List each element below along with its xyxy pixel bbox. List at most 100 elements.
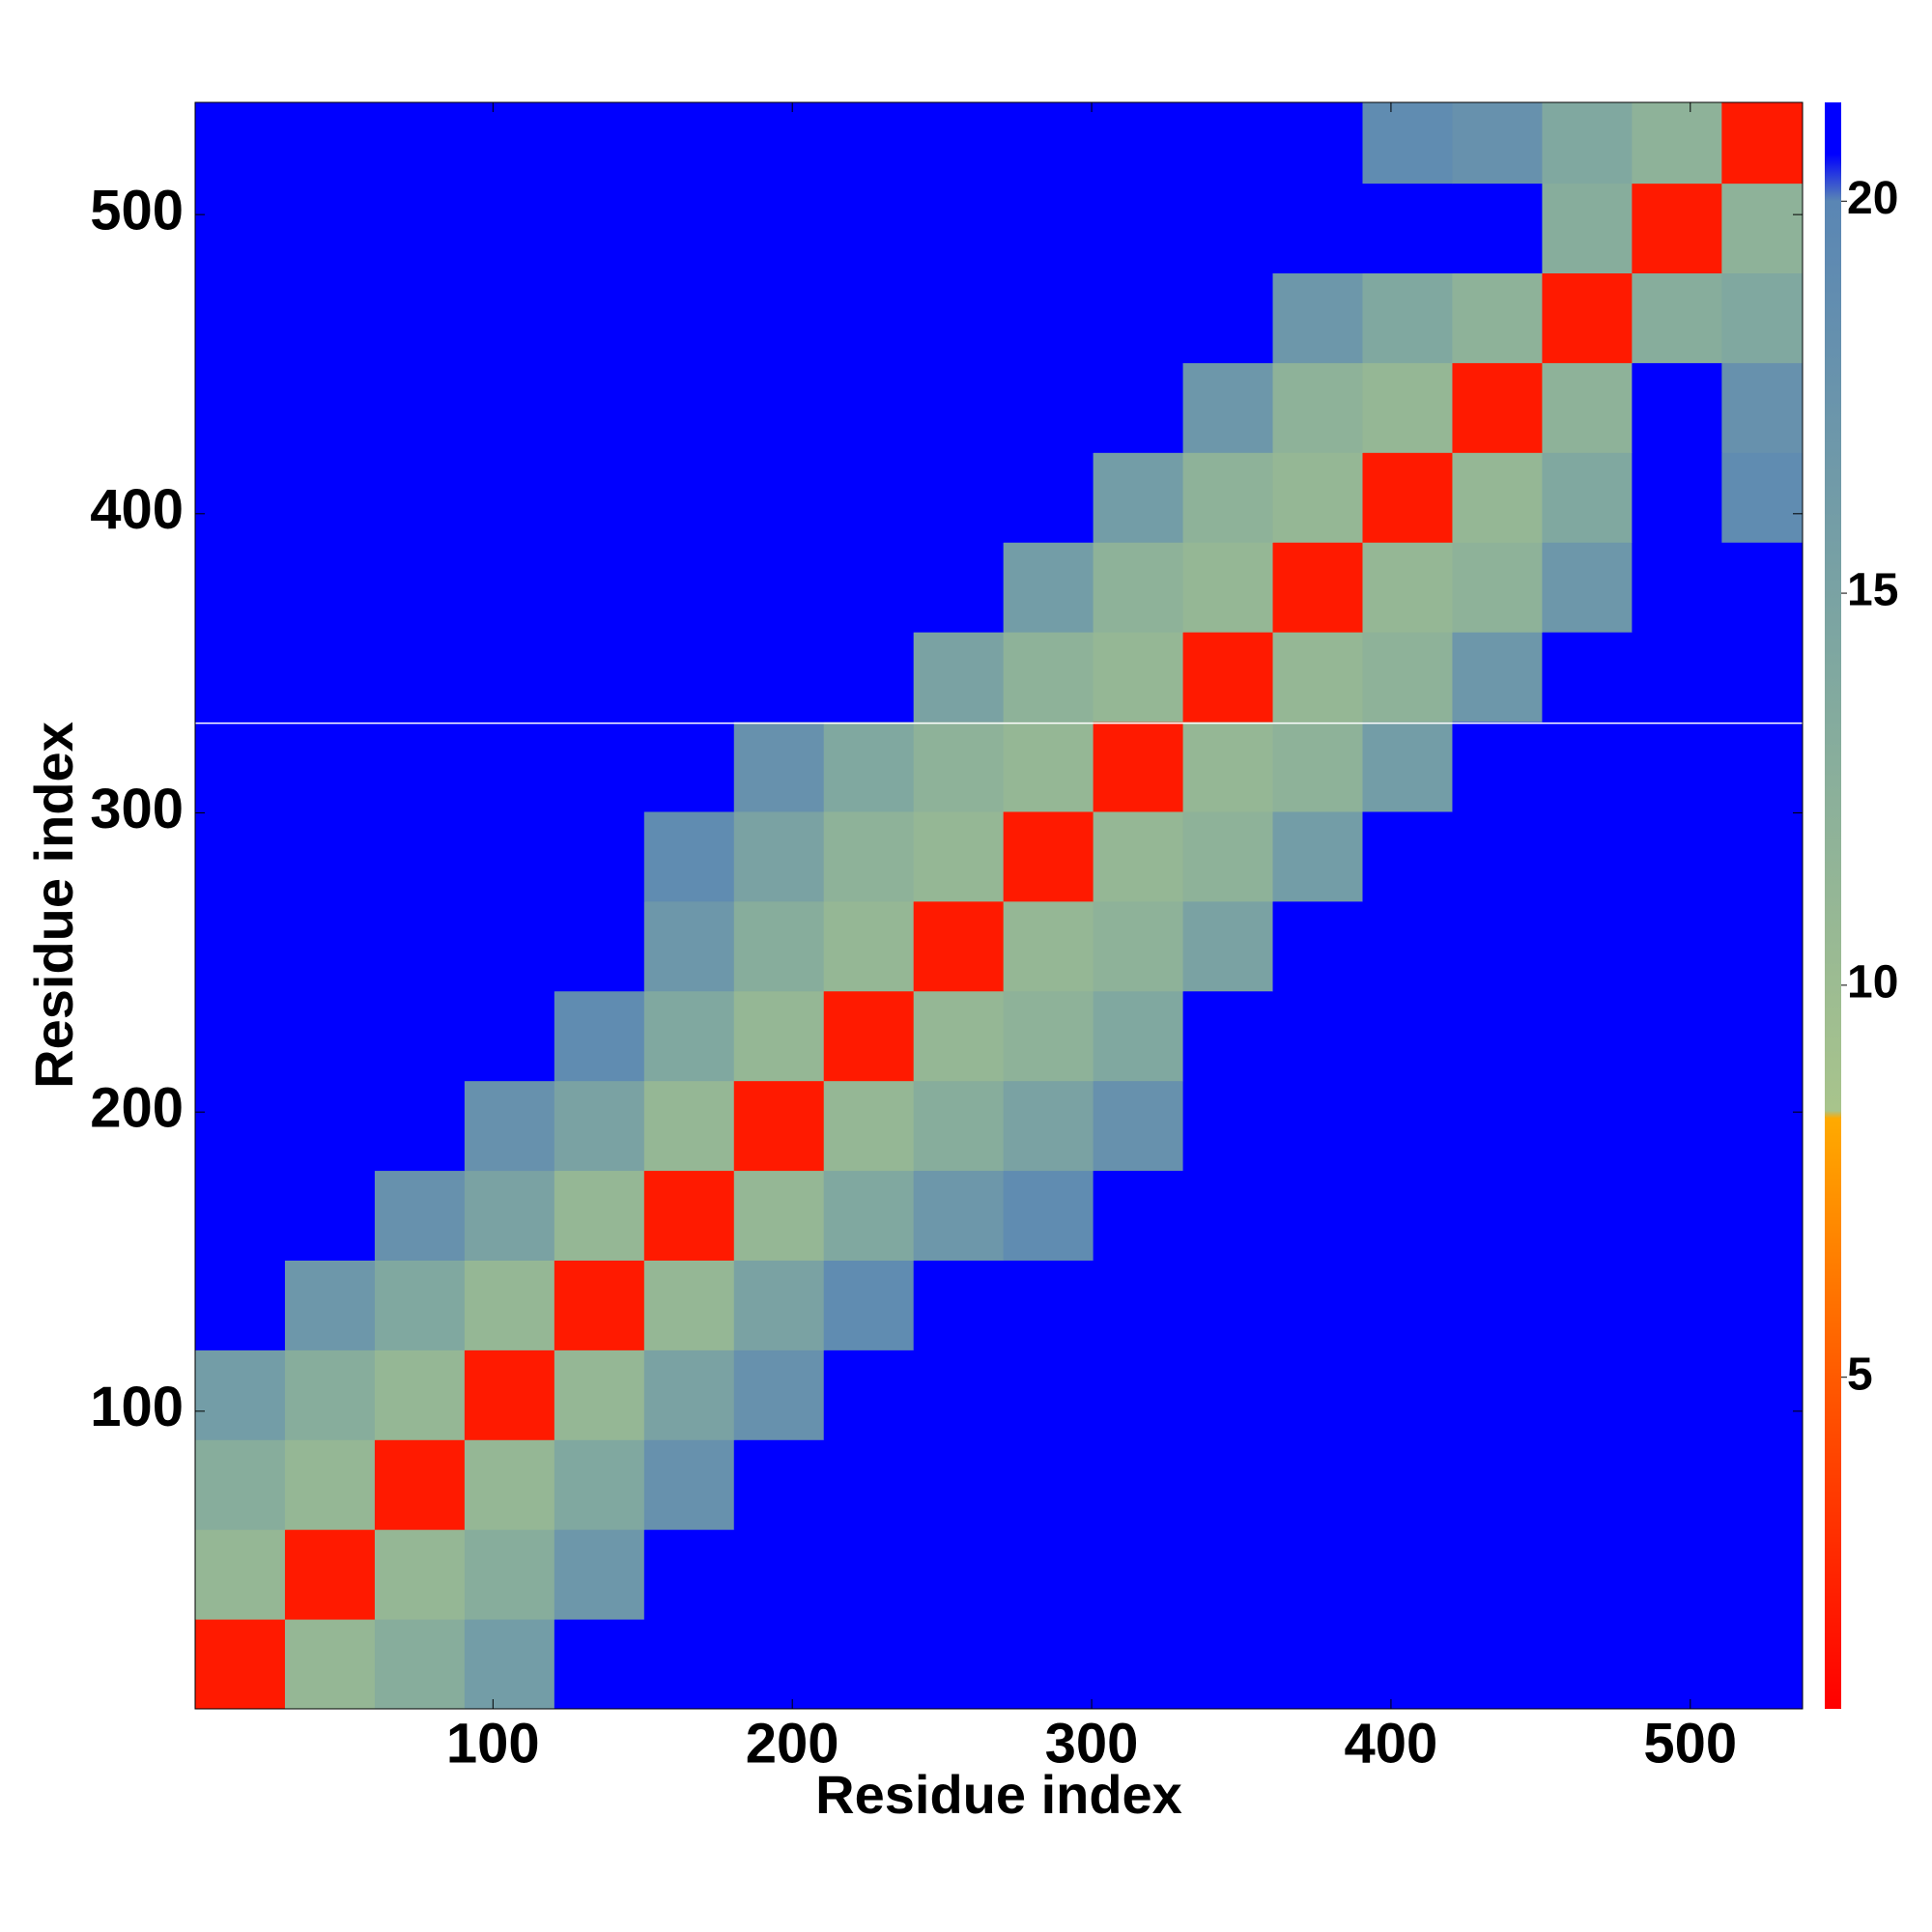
heatmap-cell: [733, 990, 825, 1082]
heatmap-cell: [1721, 1260, 1804, 1350]
heatmap-cell: [1542, 362, 1633, 453]
heatmap-cell: [284, 272, 376, 363]
heatmap-cell: [1452, 1350, 1543, 1440]
heatmap-cell: [554, 1260, 645, 1350]
heatmap-cell: [1182, 272, 1274, 363]
heatmap-cell: [195, 362, 286, 453]
heatmap-cell: [464, 632, 555, 723]
heatmap-cell: [374, 810, 466, 902]
x-tick-label: 400: [1345, 1712, 1438, 1775]
heatmap-cell: [823, 1080, 915, 1172]
heatmap-cell: [733, 362, 825, 453]
heatmap-cell: [1272, 632, 1363, 723]
heatmap-cell: [464, 810, 555, 902]
heatmap-cell: [464, 542, 555, 633]
heatmap-cell: [554, 102, 645, 185]
heatmap-cell: [1093, 1619, 1184, 1710]
heatmap-cell: [374, 272, 466, 363]
heatmap-cell: [554, 452, 645, 543]
heatmap-cell: [733, 452, 825, 543]
heatmap-cell: [1093, 1080, 1184, 1172]
heatmap-cell: [464, 362, 555, 453]
heatmap-cell: [913, 1170, 1005, 1261]
x-tick-label: 200: [746, 1712, 839, 1775]
heatmap-cell: [284, 900, 376, 992]
heatmap-cell: [554, 1619, 645, 1710]
heatmap-cell: [1003, 102, 1094, 185]
heatmap-cell: [1093, 1350, 1184, 1440]
heatmap-cell: [1362, 362, 1453, 453]
heatmap-cell: [1542, 1439, 1633, 1530]
heatmap-cell: [643, 722, 735, 812]
heatmap-cell: [195, 1619, 286, 1710]
heatmap-cell: [643, 183, 735, 274]
heatmap-cell: [1093, 542, 1184, 633]
heatmap-cell: [284, 1170, 376, 1261]
heatmap-cell: [1721, 102, 1804, 185]
heatmap-cell: [1182, 1260, 1274, 1350]
heatmap-cell: [1721, 1080, 1804, 1172]
heatmap-cell: [913, 542, 1005, 633]
heatmap-cell: [1003, 1529, 1094, 1620]
heatmap-cell: [823, 900, 915, 992]
heatmap-cell: [733, 722, 825, 812]
heatmap-cell: [1452, 900, 1543, 992]
heatmap-cell: [643, 632, 735, 723]
colorbar-tick-label: 15: [1847, 565, 1898, 616]
heatmap-cell: [1003, 990, 1094, 1082]
heatmap-cell: [1452, 1080, 1543, 1172]
heatmap-cell: [643, 810, 735, 902]
heatmap-cell: [1362, 272, 1453, 363]
heatmap-cell: [284, 362, 376, 453]
heatmap-cell: [643, 452, 735, 543]
heatmap-cell: [1272, 722, 1363, 812]
heatmap-cell: [1003, 542, 1094, 633]
heatmap-cell: [1632, 810, 1722, 902]
heatmap-cell: [1632, 1350, 1722, 1440]
heatmap-cell: [1003, 900, 1094, 992]
heatmap-cell: [913, 183, 1005, 274]
heatmap-cell: [1452, 1439, 1543, 1530]
heatmap-cell: [1182, 1439, 1274, 1530]
heatmap-cell: [1721, 272, 1804, 363]
heatmap-cell: [1272, 1439, 1363, 1530]
heatmap-cell: [284, 102, 376, 185]
heatmap-cell: [1003, 183, 1094, 274]
heatmap-cell: [464, 1350, 555, 1440]
heatmap-cell: [1632, 272, 1722, 363]
heatmap-cell: [195, 1080, 286, 1172]
heatmap-cell: [823, 722, 915, 812]
heatmap-cell: [1093, 810, 1184, 902]
heatmap-cell: [1182, 990, 1274, 1082]
heatmap-cell: [284, 722, 376, 812]
heatmap-cell: [1632, 183, 1722, 274]
heatmap-cell: [1272, 1529, 1363, 1620]
heatmap-cell: [195, 632, 286, 723]
heatmap-cell: [284, 452, 376, 543]
heatmap-cell: [195, 542, 286, 633]
heatmap-cell: [1721, 722, 1804, 812]
heatmap-cell: [554, 183, 645, 274]
x-tick-label: 100: [446, 1712, 540, 1775]
heatmap-cell: [1182, 810, 1274, 902]
heatmap-cell: [1632, 1619, 1722, 1710]
heatmap-cell: [1093, 272, 1184, 363]
x-tick-label: 300: [1045, 1712, 1139, 1775]
heatmap-cell: [1542, 1170, 1633, 1261]
heatmap-cell: [1182, 632, 1274, 723]
heatmap-cell: [464, 1529, 555, 1620]
heatmap-cell: [284, 990, 376, 1082]
heatmap-cell: [1542, 722, 1633, 812]
heatmap-cell: [733, 1350, 825, 1440]
heatmap-cell: [464, 900, 555, 992]
heatmap-cell: [1632, 1260, 1722, 1350]
x-tick-label: 500: [1643, 1712, 1737, 1775]
heatmap-cell: [1721, 990, 1804, 1082]
heatmap-cell: [1003, 1439, 1094, 1530]
heatmap-cell: [1721, 183, 1804, 274]
heatmap-cell: [1632, 1170, 1722, 1261]
heatmap-cell: [1003, 1170, 1094, 1261]
heatmap-cell: [374, 722, 466, 812]
